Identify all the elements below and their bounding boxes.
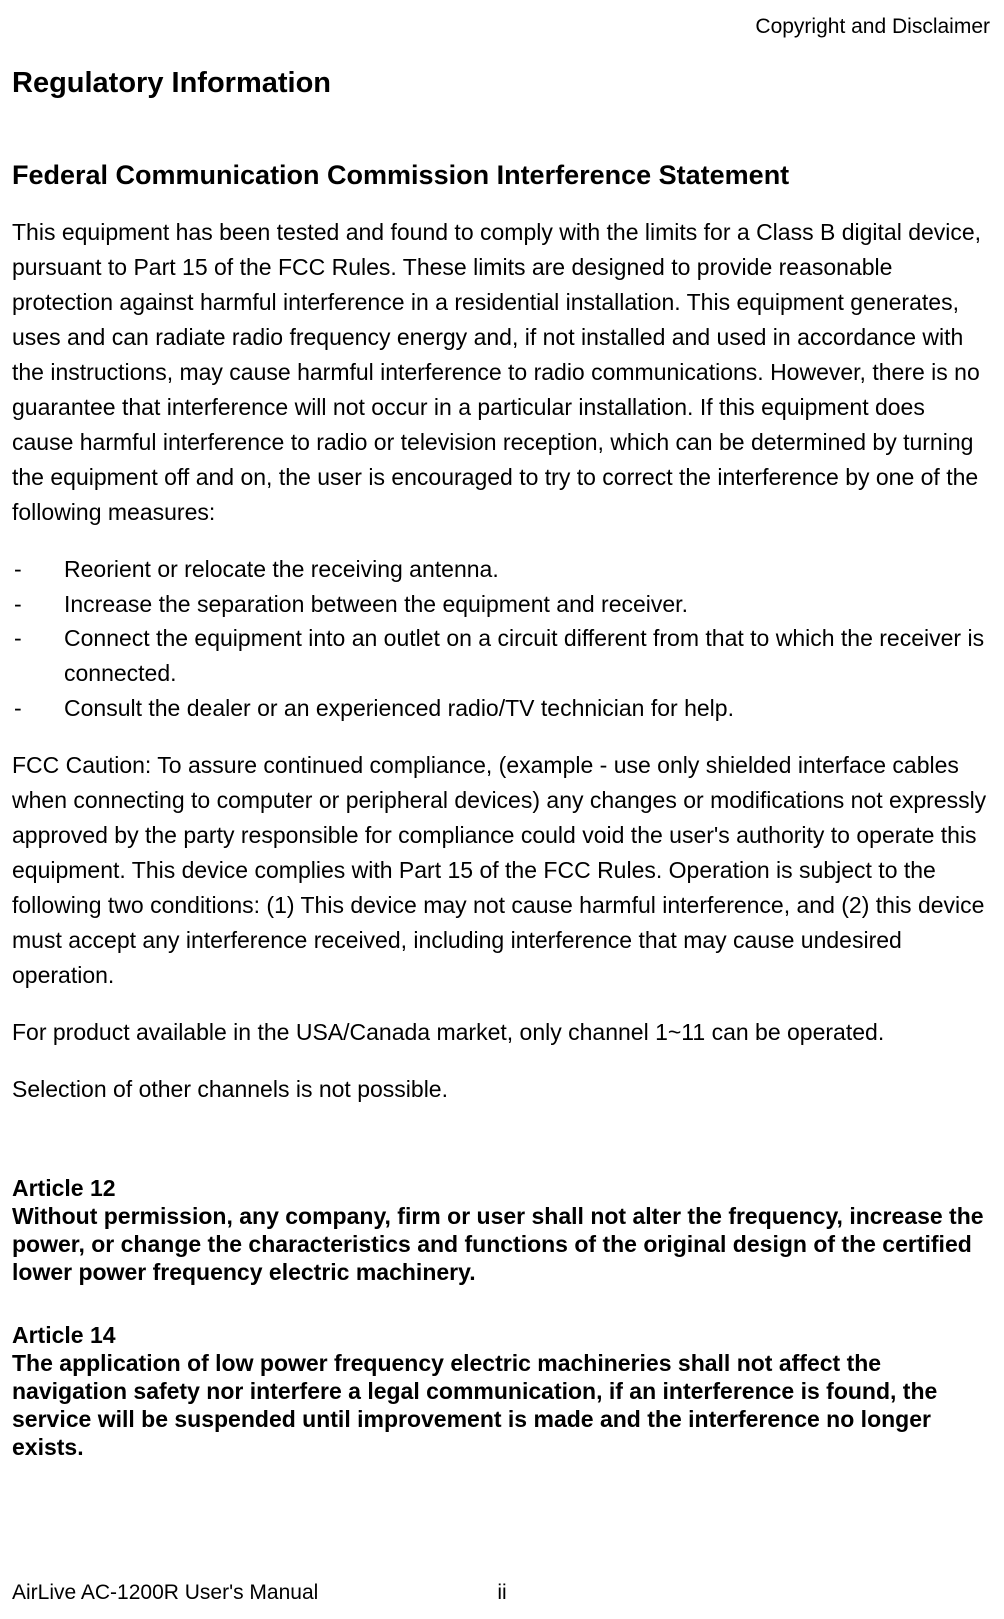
- header-section-label: Copyright and Disclaimer: [12, 15, 992, 39]
- article-12-title: Article 12: [12, 1175, 992, 1202]
- list-bullet: -: [12, 587, 64, 622]
- fcc-heading: Federal Communication Commission Interfe…: [12, 160, 992, 191]
- caution-paragraph: FCC Caution: To assure continued complia…: [12, 748, 992, 993]
- list-bullet: -: [12, 691, 64, 726]
- page-footer: ii AirLive AC-1200R User's Manual: [12, 1581, 992, 1605]
- usa-canada-paragraph: For product available in the USA/Canada …: [12, 1015, 992, 1050]
- list-item-text: Consult the dealer or an experienced rad…: [64, 691, 992, 726]
- list-item-text: Increase the separation between the equi…: [64, 587, 992, 622]
- list-item-text: Connect the equipment into an outlet on …: [64, 621, 992, 691]
- list-bullet: -: [12, 552, 64, 587]
- selection-paragraph: Selection of other channels is not possi…: [12, 1072, 992, 1107]
- list-item: - Connect the equipment into an outlet o…: [12, 621, 992, 691]
- article-14-title: Article 14: [12, 1322, 992, 1349]
- article-12-body: Without permission, any company, firm or…: [12, 1202, 992, 1286]
- list-item: - Increase the separation between the eq…: [12, 587, 992, 622]
- footer-page-number: ii: [12, 1581, 992, 1605]
- article-14-body: The application of low power frequency e…: [12, 1349, 992, 1461]
- measures-list: - Reorient or relocate the receiving ant…: [12, 552, 992, 727]
- list-item-text: Reorient or relocate the receiving anten…: [64, 552, 992, 587]
- list-item: - Reorient or relocate the receiving ant…: [12, 552, 992, 587]
- list-item: - Consult the dealer or an experienced r…: [12, 691, 992, 726]
- list-bullet: -: [12, 621, 64, 691]
- intro-paragraph: This equipment has been tested and found…: [12, 215, 992, 530]
- page-title: Regulatory Information: [12, 67, 992, 100]
